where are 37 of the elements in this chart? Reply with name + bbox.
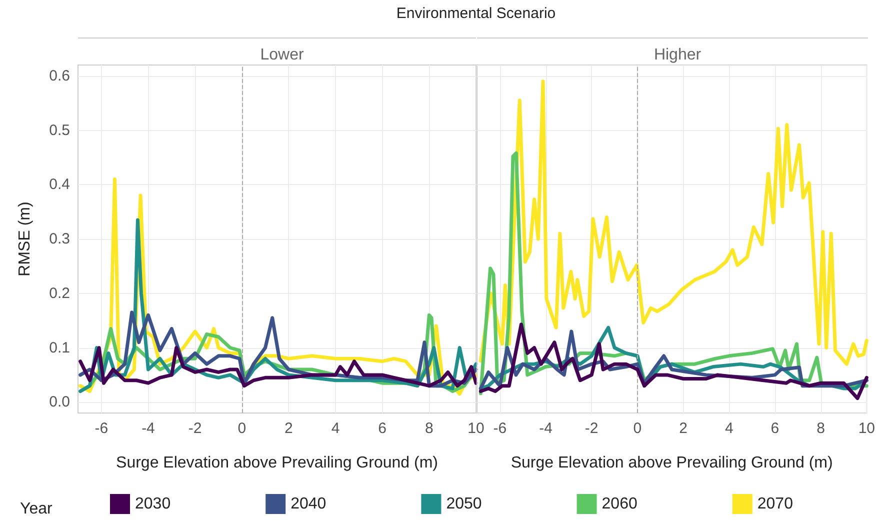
y-tick-label: 0.0 [49, 394, 70, 411]
y-tick-label: 0.2 [49, 284, 70, 302]
x-axis-title: Surge Elevation above Prevailing Ground (m) [116, 454, 438, 472]
x-tick-label: -2 [188, 420, 202, 437]
y-tick-label: 0.4 [49, 176, 70, 194]
chart-title: Lower [260, 46, 304, 64]
x-tick-label: -6 [493, 420, 507, 437]
x-tick-label: -4 [142, 420, 155, 437]
legend-label: 2050 [446, 496, 482, 512]
x-tick-label: 10 [858, 420, 875, 437]
y-tick-label: 0.6 [49, 67, 70, 84]
legend-label: 2040 [290, 496, 326, 512]
chart-title: Higher [654, 46, 702, 64]
legend-label: 2030 [135, 496, 171, 512]
y-axis-title: RMSE (m) [16, 202, 34, 276]
x-tick-label: 0 [238, 420, 246, 437]
legend-title: Year [20, 500, 53, 518]
x-tick-label: 0 [633, 420, 642, 437]
x-tick-label: 8 [425, 420, 434, 437]
x-tick-label: 2 [284, 420, 293, 437]
x-tick-label: 4 [724, 420, 734, 437]
x-tick-label: 10 [468, 420, 484, 437]
x-tick-label: 2 [679, 420, 688, 437]
x-axis-title: Surge Elevation above Prevailing Ground (m) [510, 454, 833, 472]
x-tick-label: 8 [816, 420, 825, 437]
x-tick-label: -6 [94, 420, 108, 437]
y-tick-label: 0.1 [49, 339, 70, 356]
y-tick-label: 0.3 [49, 230, 70, 248]
x-tick-label: 6 [770, 420, 780, 437]
x-tick-label: -4 [539, 420, 552, 437]
legend-label: 2070 [757, 496, 794, 512]
legend-label: 2060 [602, 496, 638, 512]
text: Environmental Scenario [396, 5, 556, 22]
x-tick-label: 6 [378, 420, 387, 437]
y-tick-label: 0.5 [49, 122, 70, 139]
x-tick-label: 4 [331, 420, 340, 437]
x-tick-label: -2 [584, 420, 598, 437]
